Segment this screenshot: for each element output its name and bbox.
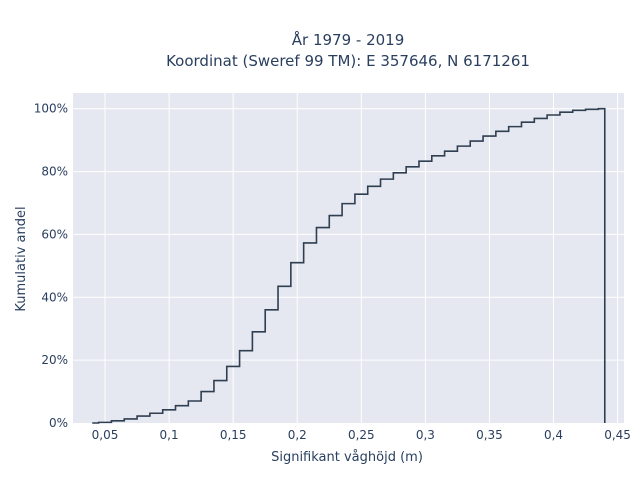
- y-tick-label: 80%: [41, 165, 68, 179]
- x-tick-label: 0,35: [476, 428, 503, 442]
- cumulative-step-line: [92, 107, 606, 424]
- x-axis-title: Signifikant våghöjd (m): [271, 450, 423, 465]
- x-tick-label: 0,05: [92, 428, 119, 442]
- y-tick-label: 40%: [41, 290, 68, 304]
- x-tick-label: 0,4: [544, 428, 563, 442]
- series-layer: [92, 107, 606, 424]
- x-tick-label: 0,2: [288, 428, 307, 442]
- x-gridlines: [104, 93, 619, 423]
- x-tick-label: 0,45: [604, 428, 631, 442]
- chart-title-line-1: År 1979 - 2019: [292, 30, 405, 49]
- y-tick-label: 100%: [34, 102, 68, 116]
- x-tick-label: 0,3: [416, 428, 435, 442]
- x-tick-label: 0,25: [348, 428, 375, 442]
- y-tick-label: 20%: [41, 353, 68, 367]
- y-axis-title: Kumulativ andel: [14, 206, 29, 311]
- y-gridlines: [73, 108, 624, 361]
- y-tick-label: 60%: [41, 227, 68, 241]
- x-tick-label: 0,1: [160, 428, 179, 442]
- y-tick-labels: 0% 20% 40% 60% 80% 100%: [34, 102, 68, 430]
- chart-title-line-2: Koordinat (Sweref 99 TM): E 357646, N 61…: [166, 52, 530, 70]
- x-tick-label: 0,15: [220, 428, 247, 442]
- plot-area: [73, 93, 624, 423]
- x-tick-labels: 0,05 0,1 0,15 0,2 0,25 0,3 0,35 0,4 0,45: [92, 428, 631, 442]
- y-tick-label: 0%: [49, 416, 68, 430]
